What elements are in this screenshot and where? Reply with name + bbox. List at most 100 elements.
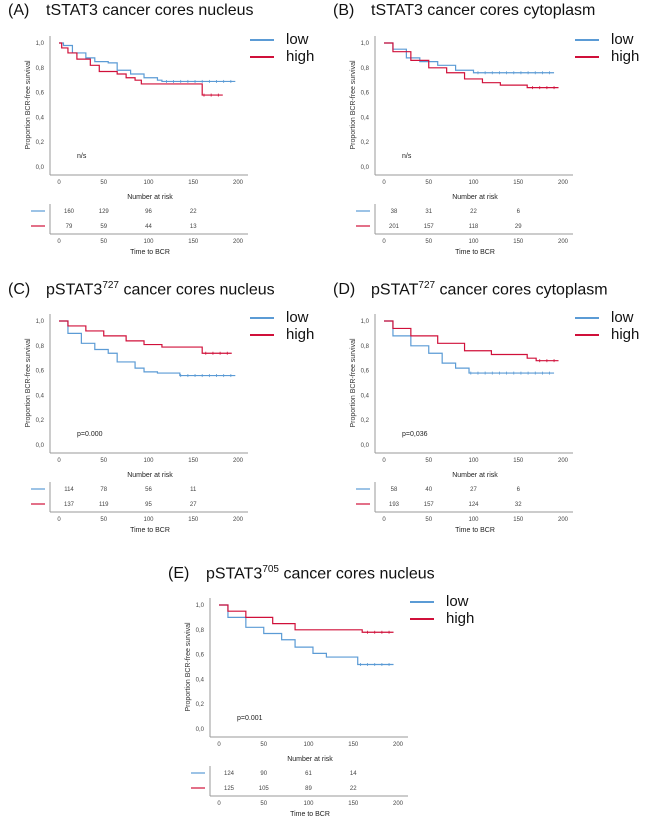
km-plot: 0,0 0,2 0,4 0,6 0,8 1,0 0 50 100 150 200 Proportion… xyxy=(350,314,573,534)
annotation-pvalue: p=0,036 xyxy=(402,431,428,438)
y-axis-label: Proportion BCR-free survival xyxy=(350,338,357,428)
risk-x-tick: 100 xyxy=(143,517,154,523)
risk-x-tick: 150 xyxy=(513,239,524,245)
y-tick-label: 0,0 xyxy=(361,443,370,449)
x-tick-label: 0 xyxy=(57,180,61,186)
risk-x-tick: 50 xyxy=(425,239,432,245)
legend-low: low xyxy=(410,593,469,610)
x-tick-label: 200 xyxy=(558,458,569,464)
x-tick-label: 0 xyxy=(382,180,386,186)
y-tick-label: 0,2 xyxy=(361,140,370,146)
km-plot: 0,0 0,2 0,4 0,6 0,8 1,0 0 50 100 150 200 Proportion… xyxy=(350,36,573,256)
risk-count-low: 90 xyxy=(260,771,267,777)
km-plot: 0,0 0,2 0,4 0,6 0,8 1,0 0 50 100 150 200 Proportion… xyxy=(185,598,408,818)
km-panel-d: (D) pSTAT727 cancer cores cytoplasm low hig… xyxy=(325,278,650,548)
risk-count-high: 13 xyxy=(190,224,197,230)
legend-high: high xyxy=(575,48,639,65)
x-tick-label: 50 xyxy=(100,458,107,464)
x-tick-label: 150 xyxy=(188,180,199,186)
km-plot: 0,0 0,2 0,4 0,6 0,8 1,0 0 50 100 150 200 Proportion… xyxy=(25,36,248,256)
annotation-pvalue: p=0.001 xyxy=(237,715,263,722)
risk-count-high: 201 xyxy=(389,224,400,230)
x-tick-label: 200 xyxy=(233,458,244,464)
y-tick-label: 0,8 xyxy=(196,628,205,634)
x-axis-label: Time to BCR xyxy=(455,249,495,256)
panel-title: (C) pSTAT3727 cancer cores nucleus xyxy=(8,280,275,299)
risk-table-title: Number at risk xyxy=(287,756,333,763)
km-panel-a: (A) tSTAT3 cancer cores nucleus low high 0,0… xyxy=(0,0,325,270)
y-tick-label: 0,4 xyxy=(196,677,205,683)
risk-x-tick: 150 xyxy=(513,517,524,523)
risk-count-high: 95 xyxy=(145,502,152,508)
survival-curve-low xyxy=(59,320,236,377)
y-tick-label: 1,0 xyxy=(196,603,205,609)
risk-count-high: 125 xyxy=(224,786,235,792)
y-axis-label: Proportion BCR-free survival xyxy=(350,60,357,150)
y-tick-label: 0,2 xyxy=(36,140,45,146)
risk-count-high: 27 xyxy=(190,502,197,508)
risk-count-high: 79 xyxy=(66,224,73,230)
survival-curve-low xyxy=(59,42,236,83)
x-tick-label: 150 xyxy=(348,742,359,748)
survival-curve-low xyxy=(384,42,555,74)
y-axis-label: Proportion BCR-free survival xyxy=(25,60,32,150)
risk-count-high: 29 xyxy=(515,224,522,230)
annotation-pvalue: p=0.000 xyxy=(77,431,103,438)
risk-count-low: 58 xyxy=(391,487,398,493)
survival-curve-high xyxy=(59,320,232,354)
risk-count-high: 193 xyxy=(389,502,400,508)
panel-title: (E) pSTAT3705 cancer cores nucleus xyxy=(168,564,435,583)
risk-count-low: 40 xyxy=(425,487,432,493)
x-tick-label: 200 xyxy=(393,742,404,748)
legend-low: low xyxy=(575,31,634,48)
risk-count-high: 44 xyxy=(145,224,152,230)
risk-x-tick: 0 xyxy=(382,239,386,245)
risk-count-low: 96 xyxy=(145,209,152,215)
risk-x-tick: 200 xyxy=(558,239,569,245)
risk-x-tick: 50 xyxy=(100,239,107,245)
legend-high: high xyxy=(575,326,639,343)
risk-x-tick: 0 xyxy=(57,239,61,245)
risk-x-tick: 150 xyxy=(188,517,199,523)
y-tick-label: 0,4 xyxy=(361,115,370,121)
survival-curve-high xyxy=(384,42,559,89)
risk-count-low: 22 xyxy=(190,209,197,215)
annotation-pvalue: n/s xyxy=(77,153,87,160)
km-panel-e: (E) pSTAT3705 cancer cores nucleus low high… xyxy=(160,562,485,832)
risk-count-low: 61 xyxy=(305,771,312,777)
risk-count-high: 157 xyxy=(424,224,435,230)
annotation-pvalue: n/s xyxy=(402,153,412,160)
survival-curve-high xyxy=(219,604,394,633)
x-tick-label: 0 xyxy=(382,458,386,464)
risk-x-tick: 100 xyxy=(468,517,479,523)
y-tick-label: 1,0 xyxy=(361,41,370,47)
legend-low: low xyxy=(250,309,309,326)
y-tick-label: 0,0 xyxy=(36,165,45,171)
risk-x-tick: 50 xyxy=(425,517,432,523)
x-axis-label: Time to BCR xyxy=(290,811,330,818)
risk-count-high: 32 xyxy=(515,502,522,508)
risk-count-low: 38 xyxy=(391,209,398,215)
survival-curve-high xyxy=(59,42,223,96)
legend-low: low xyxy=(250,31,309,48)
y-tick-label: 0,4 xyxy=(361,393,370,399)
risk-x-tick: 200 xyxy=(233,239,244,245)
risk-count-low: 56 xyxy=(145,487,152,493)
risk-count-high: 59 xyxy=(100,224,107,230)
x-tick-label: 100 xyxy=(143,180,154,186)
y-tick-label: 0,4 xyxy=(36,115,45,121)
x-tick-label: 150 xyxy=(513,458,524,464)
risk-count-low: 78 xyxy=(100,487,107,493)
y-tick-label: 0,6 xyxy=(36,91,45,97)
risk-table-title: Number at risk xyxy=(452,472,498,479)
y-axis-label: Proportion BCR-free survival xyxy=(25,338,32,428)
risk-count-low: 160 xyxy=(64,209,75,215)
risk-count-low: 27 xyxy=(470,487,477,493)
risk-x-tick: 200 xyxy=(233,517,244,523)
x-tick-label: 200 xyxy=(558,180,569,186)
x-tick-label: 100 xyxy=(468,458,479,464)
survival-curve-high xyxy=(384,320,559,362)
y-tick-label: 0,0 xyxy=(36,443,45,449)
x-tick-label: 100 xyxy=(468,180,479,186)
risk-x-tick: 150 xyxy=(188,239,199,245)
